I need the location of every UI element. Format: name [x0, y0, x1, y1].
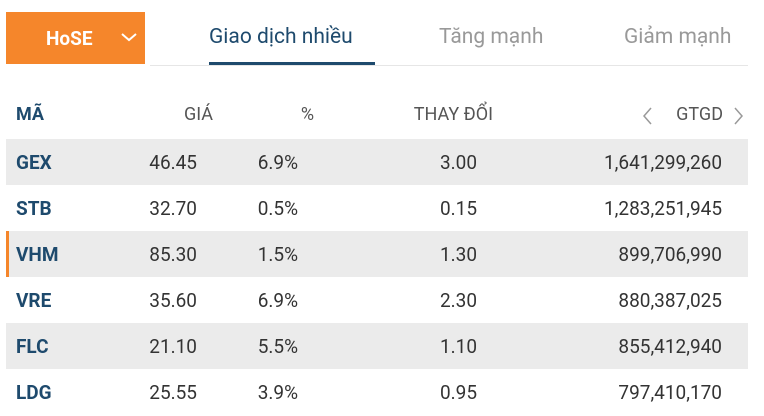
stock-code: GEX — [16, 151, 52, 174]
cell: 6.9% — [257, 151, 298, 174]
table-row[interactable]: STB 32.70 0.5% 0.15 1,283,251,945 — [6, 185, 748, 231]
column-header: GIÁ — [183, 104, 213, 125]
cell: 6.9% — [257, 289, 298, 312]
active-tab-underline — [209, 62, 375, 65]
cell: 880,387,025 — [618, 289, 722, 312]
tab[interactable]: Giảm mạnh — [624, 25, 732, 49]
cell: 899,706,990 — [618, 243, 722, 266]
column-header: THAY ĐỔI — [413, 104, 493, 125]
cell: 0.5% — [257, 197, 298, 220]
cell: 2.30 — [439, 289, 477, 312]
cell: 0.95 — [439, 381, 477, 404]
cell: 1.10 — [439, 335, 477, 358]
table-row[interactable]: FLC 21.10 5.5% 1.10 855,412,940 — [6, 323, 748, 369]
cell: 1.30 — [439, 243, 477, 266]
cell: 797,410,170 — [618, 381, 722, 404]
cell: 3.00 — [439, 151, 477, 174]
cell: 85.30 — [149, 243, 197, 266]
stock-code: LDG — [16, 381, 52, 404]
cell: 855,412,940 — [618, 335, 722, 358]
column-header: MÃ — [16, 104, 45, 125]
cell: 21.10 — [149, 335, 197, 358]
stock-code: FLC — [16, 335, 49, 358]
table-row[interactable]: GEX 46.45 6.9% 3.00 1,641,299,260 — [6, 139, 748, 185]
prev-arrow[interactable] — [642, 106, 654, 126]
cell: 5.5% — [257, 335, 298, 358]
cell: 32.70 — [149, 197, 197, 220]
stock-code: VRE — [16, 289, 52, 312]
next-arrow[interactable] — [732, 106, 744, 126]
cell: 46.45 — [149, 151, 197, 174]
cell: 0.15 — [439, 197, 477, 220]
column-header: % — [300, 104, 314, 125]
market-dropdown[interactable]: HoSE — [6, 12, 145, 64]
table-row[interactable]: VHM 85.30 1.5% 1.30 899,706,990 — [6, 231, 748, 277]
cell: 25.55 — [149, 381, 197, 404]
cell: 1,283,251,945 — [604, 197, 722, 220]
table-row[interactable]: LDG 25.55 3.9% 0.95 797,410,170 — [6, 369, 748, 415]
cell: 1,641,299,260 — [604, 151, 722, 174]
stock-code: STB — [16, 197, 52, 220]
column-header: GTGD — [676, 104, 723, 125]
table-row[interactable]: VRE 35.60 6.9% 2.30 880,387,025 — [6, 277, 748, 323]
stock-code: VHM — [16, 243, 59, 266]
tab[interactable]: Tăng mạnh — [439, 25, 544, 49]
tab[interactable]: Giao dịch nhiều — [209, 25, 353, 49]
cell: 3.9% — [257, 381, 298, 404]
market-label: HoSE — [46, 27, 93, 50]
cell: 1.5% — [257, 243, 298, 266]
cell: 35.60 — [149, 289, 197, 312]
chevron-icon — [121, 33, 137, 42]
tab-separator — [150, 65, 748, 66]
